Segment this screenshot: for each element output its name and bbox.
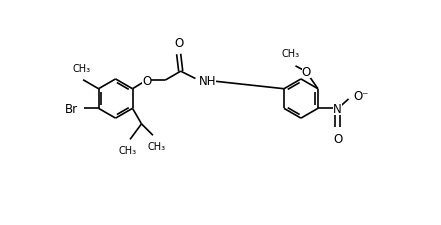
Text: NH: NH [199, 74, 216, 87]
Text: CH₃: CH₃ [119, 146, 137, 156]
Text: CH₃: CH₃ [147, 142, 165, 152]
Text: CH₃: CH₃ [72, 63, 90, 74]
Text: O: O [302, 66, 311, 79]
Text: CH₃: CH₃ [281, 49, 299, 59]
Text: Br: Br [65, 102, 78, 115]
Text: O: O [142, 74, 151, 87]
Text: N: N [333, 102, 342, 115]
Text: O: O [174, 37, 183, 50]
Text: O⁻: O⁻ [353, 89, 369, 102]
Text: O: O [333, 132, 342, 145]
